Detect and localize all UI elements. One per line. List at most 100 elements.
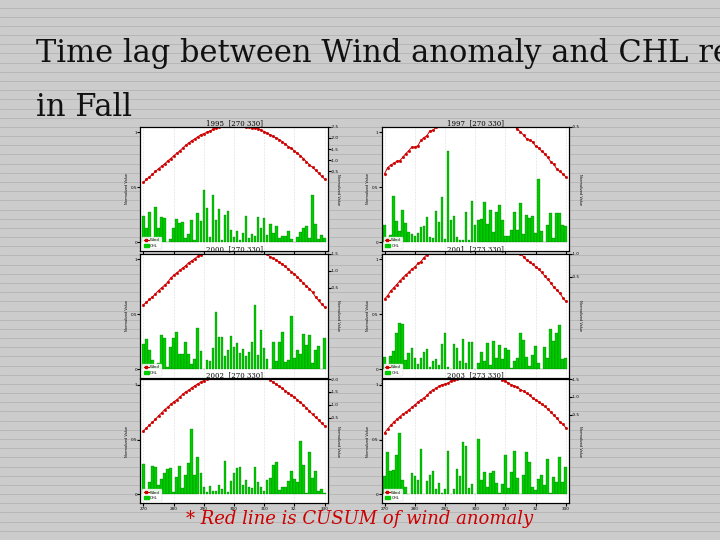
Bar <box>549 492 552 495</box>
Bar <box>474 225 477 242</box>
Y-axis label: Normalized Value: Normalized Value <box>366 300 370 332</box>
Bar <box>290 316 292 369</box>
Text: Time lag between Wind anomaly and CHL response: Time lag between Wind anomaly and CHL re… <box>36 38 720 69</box>
Bar <box>293 359 296 369</box>
Bar <box>191 220 193 242</box>
Bar <box>205 491 208 495</box>
Bar <box>495 358 498 369</box>
Y-axis label: Normalized Value: Normalized Value <box>366 426 370 457</box>
Bar <box>546 225 549 242</box>
Bar <box>142 216 145 242</box>
Bar <box>235 343 238 369</box>
Bar <box>154 367 157 369</box>
Bar <box>290 471 292 495</box>
Bar <box>308 238 311 242</box>
Bar <box>269 477 271 495</box>
Bar <box>227 491 229 495</box>
Bar <box>453 489 455 495</box>
Bar <box>501 484 504 495</box>
Bar <box>169 468 172 495</box>
Bar <box>410 348 413 369</box>
Bar <box>390 356 392 369</box>
Bar <box>308 335 311 369</box>
Bar <box>239 353 241 369</box>
Bar <box>224 461 226 495</box>
Bar <box>528 219 531 242</box>
Bar <box>534 490 537 495</box>
Bar <box>299 441 302 495</box>
Bar <box>552 341 555 369</box>
Bar <box>444 239 446 242</box>
Bar <box>540 475 543 495</box>
Bar <box>209 361 211 369</box>
Bar <box>314 224 317 242</box>
Title: 2003  [273 330]: 2003 [273 330] <box>447 371 503 379</box>
Bar <box>233 473 235 495</box>
Bar <box>446 367 449 369</box>
Bar <box>148 482 150 495</box>
Bar <box>217 485 220 495</box>
Bar <box>266 359 269 369</box>
Bar <box>468 240 470 242</box>
Bar <box>489 473 492 495</box>
Bar <box>161 217 163 242</box>
Bar <box>480 480 482 495</box>
Y-axis label: Normalized Value: Normalized Value <box>577 173 582 205</box>
Bar <box>224 214 226 242</box>
Bar <box>486 343 489 369</box>
Text: in Fall: in Fall <box>36 92 132 123</box>
Bar <box>205 360 208 369</box>
Bar <box>205 208 208 242</box>
Bar <box>142 464 145 495</box>
Bar <box>383 357 386 369</box>
Bar <box>402 324 404 369</box>
Bar <box>233 237 235 242</box>
Bar <box>562 359 564 369</box>
Bar <box>284 487 287 495</box>
Bar <box>176 219 178 242</box>
Bar <box>562 225 564 242</box>
Bar <box>507 350 510 369</box>
Bar <box>245 480 248 495</box>
Bar <box>145 228 148 242</box>
Bar <box>552 238 555 242</box>
Bar <box>202 190 205 242</box>
Bar <box>531 215 534 242</box>
Y-axis label: Normalized Value: Normalized Value <box>336 426 341 457</box>
Bar <box>251 488 253 495</box>
Bar <box>465 212 467 242</box>
Bar <box>278 342 281 369</box>
Bar <box>392 351 395 369</box>
Bar <box>172 228 175 242</box>
Bar <box>480 219 482 242</box>
Bar <box>410 234 413 242</box>
Bar <box>513 212 516 242</box>
Bar <box>275 361 277 369</box>
Bar <box>526 215 528 242</box>
Bar <box>154 467 157 495</box>
Bar <box>239 468 241 495</box>
Bar <box>417 480 419 495</box>
Bar <box>417 233 419 242</box>
Bar <box>426 349 428 369</box>
Bar <box>181 354 184 369</box>
Bar <box>471 201 474 242</box>
Bar <box>215 312 217 369</box>
Bar <box>281 235 284 242</box>
Bar <box>428 238 431 242</box>
Bar <box>272 342 274 369</box>
Bar <box>444 489 446 495</box>
Bar <box>446 151 449 242</box>
Bar <box>311 363 314 369</box>
Bar <box>260 487 263 495</box>
Bar <box>387 239 389 242</box>
Bar <box>305 492 307 495</box>
Bar <box>546 460 549 495</box>
Bar <box>299 354 302 369</box>
Bar <box>555 213 558 242</box>
Bar <box>233 347 235 369</box>
Bar <box>209 237 211 242</box>
Bar <box>513 361 516 369</box>
Bar <box>486 487 489 495</box>
Bar <box>260 228 263 242</box>
